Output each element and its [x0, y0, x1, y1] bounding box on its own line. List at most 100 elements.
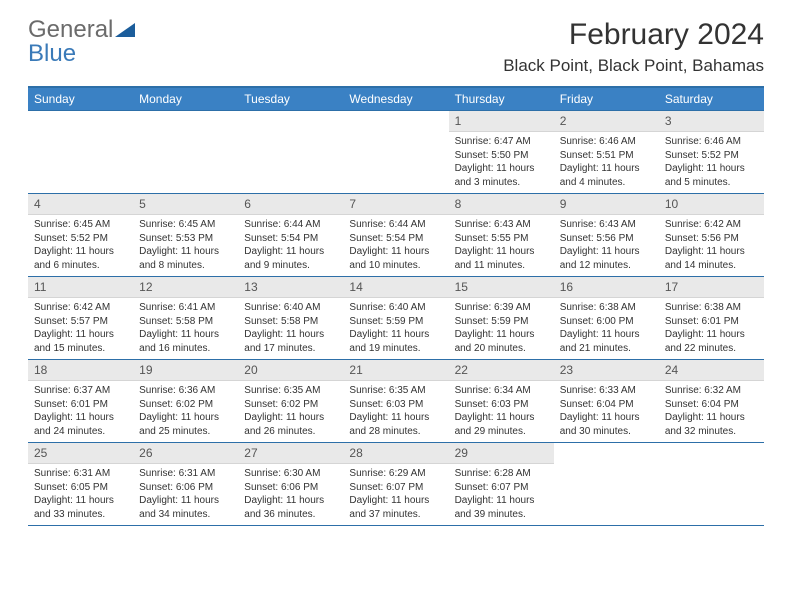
sunrise-line: Sunrise: 6:47 AM: [455, 135, 548, 149]
sunrise-line: Sunrise: 6:33 AM: [560, 384, 653, 398]
daylight-line: Daylight: 11 hours and 15 minutes.: [34, 328, 127, 355]
daylight-line: Daylight: 11 hours and 4 minutes.: [560, 162, 653, 189]
sunrise-line: Sunrise: 6:46 AM: [665, 135, 758, 149]
sunrise-line: Sunrise: 6:31 AM: [139, 467, 232, 481]
sunset-line: Sunset: 6:04 PM: [665, 398, 758, 412]
day-details: Sunrise: 6:29 AMSunset: 6:07 PMDaylight:…: [343, 464, 448, 524]
daylight-line: Daylight: 11 hours and 19 minutes.: [349, 328, 442, 355]
sunset-line: Sunset: 6:02 PM: [139, 398, 232, 412]
day-details: Sunrise: 6:43 AMSunset: 5:56 PMDaylight:…: [554, 215, 659, 275]
day-details: Sunrise: 6:45 AMSunset: 5:53 PMDaylight:…: [133, 215, 238, 275]
sunset-line: Sunset: 5:52 PM: [34, 232, 127, 246]
day-number: 11: [28, 277, 133, 298]
day-cell: 19Sunrise: 6:36 AMSunset: 6:02 PMDayligh…: [133, 360, 238, 442]
day-number: 26: [133, 443, 238, 464]
daylight-line: Daylight: 11 hours and 33 minutes.: [34, 494, 127, 521]
day-cell: 4Sunrise: 6:45 AMSunset: 5:52 PMDaylight…: [28, 194, 133, 276]
daylight-line: Daylight: 11 hours and 20 minutes.: [455, 328, 548, 355]
day-cell: ..: [133, 111, 238, 193]
day-cell: ..: [343, 111, 448, 193]
day-number: 28: [343, 443, 448, 464]
sunrise-line: Sunrise: 6:43 AM: [560, 218, 653, 232]
day-details: Sunrise: 6:44 AMSunset: 5:54 PMDaylight:…: [238, 215, 343, 275]
weekday-header-row: SundayMondayTuesdayWednesdayThursdayFrid…: [28, 88, 764, 110]
day-details: Sunrise: 6:31 AMSunset: 6:05 PMDaylight:…: [28, 464, 133, 524]
day-number: 19: [133, 360, 238, 381]
sunrise-line: Sunrise: 6:29 AM: [349, 467, 442, 481]
day-number: 20: [238, 360, 343, 381]
day-details: Sunrise: 6:46 AMSunset: 5:51 PMDaylight:…: [554, 132, 659, 192]
sunrise-line: Sunrise: 6:32 AM: [665, 384, 758, 398]
sunrise-line: Sunrise: 6:42 AM: [34, 301, 127, 315]
sunset-line: Sunset: 5:52 PM: [665, 149, 758, 163]
weekday-header: Saturday: [659, 88, 764, 110]
logo-text: General Blue: [28, 18, 135, 66]
day-number: 12: [133, 277, 238, 298]
day-number: 27: [238, 443, 343, 464]
logo: General Blue: [28, 18, 135, 66]
daylight-line: Daylight: 11 hours and 25 minutes.: [139, 411, 232, 438]
day-cell: 23Sunrise: 6:33 AMSunset: 6:04 PMDayligh…: [554, 360, 659, 442]
sunrise-line: Sunrise: 6:41 AM: [139, 301, 232, 315]
daylight-line: Daylight: 11 hours and 10 minutes.: [349, 245, 442, 272]
day-number: 21: [343, 360, 448, 381]
logo-text-blue: Blue: [28, 40, 76, 67]
day-details: Sunrise: 6:35 AMSunset: 6:02 PMDaylight:…: [238, 381, 343, 441]
weekday-header: Friday: [554, 88, 659, 110]
sunset-line: Sunset: 6:01 PM: [34, 398, 127, 412]
day-details: Sunrise: 6:40 AMSunset: 5:58 PMDaylight:…: [238, 298, 343, 358]
day-cell: 1Sunrise: 6:47 AMSunset: 5:50 PMDaylight…: [449, 111, 554, 193]
sunset-line: Sunset: 5:59 PM: [349, 315, 442, 329]
day-number: 13: [238, 277, 343, 298]
day-details: Sunrise: 6:37 AMSunset: 6:01 PMDaylight:…: [28, 381, 133, 441]
sunset-line: Sunset: 6:07 PM: [455, 481, 548, 495]
day-details: Sunrise: 6:47 AMSunset: 5:50 PMDaylight:…: [449, 132, 554, 192]
sunset-line: Sunset: 6:02 PM: [244, 398, 337, 412]
sunset-line: Sunset: 5:53 PM: [139, 232, 232, 246]
day-details: Sunrise: 6:40 AMSunset: 5:59 PMDaylight:…: [343, 298, 448, 358]
day-number: 23: [554, 360, 659, 381]
sunset-line: Sunset: 6:01 PM: [665, 315, 758, 329]
day-number: 22: [449, 360, 554, 381]
day-details: Sunrise: 6:41 AMSunset: 5:58 PMDaylight:…: [133, 298, 238, 358]
sunrise-line: Sunrise: 6:38 AM: [560, 301, 653, 315]
sunset-line: Sunset: 6:06 PM: [139, 481, 232, 495]
daylight-line: Daylight: 11 hours and 22 minutes.: [665, 328, 758, 355]
day-details: Sunrise: 6:46 AMSunset: 5:52 PMDaylight:…: [659, 132, 764, 192]
weekday-header: Thursday: [449, 88, 554, 110]
sunrise-line: Sunrise: 6:35 AM: [244, 384, 337, 398]
title-block: February 2024 Black Point, Black Point, …: [503, 18, 764, 76]
day-cell: 26 Sunrise: 6:31 AMSunset: 6:06 PMDayligh…: [133, 443, 238, 525]
day-cell: 27Sunrise: 6:30 AMSunset: 6:06 PMDayligh…: [238, 443, 343, 525]
day-cell: 16Sunrise: 6:38 AMSunset: 6:00 PMDayligh…: [554, 277, 659, 359]
day-details: Sunrise: 6:45 AMSunset: 5:52 PMDaylight:…: [28, 215, 133, 275]
location: Black Point, Black Point, Bahamas: [503, 56, 764, 76]
day-cell: 29Sunrise: 6:28 AMSunset: 6:07 PMDayligh…: [449, 443, 554, 525]
day-number: 3: [659, 111, 764, 132]
sunrise-line: Sunrise: 6:43 AM: [455, 218, 548, 232]
sunrise-line: Sunrise: 6:42 AM: [665, 218, 758, 232]
day-details: Sunrise: 6:28 AMSunset: 6:07 PMDaylight:…: [449, 464, 554, 524]
day-cell: 2Sunrise: 6:46 AMSunset: 5:51 PMDaylight…: [554, 111, 659, 193]
month-title: February 2024: [503, 18, 764, 52]
day-details: Sunrise: 6:44 AMSunset: 5:54 PMDaylight:…: [343, 215, 448, 275]
day-cell: 9Sunrise: 6:43 AMSunset: 5:56 PMDaylight…: [554, 194, 659, 276]
day-details: Sunrise: 6:38 AMSunset: 6:01 PMDaylight:…: [659, 298, 764, 358]
day-number: 5: [133, 194, 238, 215]
day-details: Sunrise: 6:39 AMSunset: 5:59 PMDaylight:…: [449, 298, 554, 358]
sunrise-line: Sunrise: 6:46 AM: [560, 135, 653, 149]
weekday-header: Tuesday: [238, 88, 343, 110]
day-cell: 18Sunrise: 6:37 AMSunset: 6:01 PMDayligh…: [28, 360, 133, 442]
daylight-line: Daylight: 11 hours and 17 minutes.: [244, 328, 337, 355]
day-number: 24: [659, 360, 764, 381]
day-cell: 3Sunrise: 6:46 AMSunset: 5:52 PMDaylight…: [659, 111, 764, 193]
daylight-line: Daylight: 11 hours and 28 minutes.: [349, 411, 442, 438]
day-number: 4: [28, 194, 133, 215]
day-cell: 21Sunrise: 6:35 AMSunset: 6:03 PMDayligh…: [343, 360, 448, 442]
day-number: 16: [554, 277, 659, 298]
daylight-line: Daylight: 11 hours and 34 minutes.: [139, 494, 232, 521]
sunset-line: Sunset: 5:50 PM: [455, 149, 548, 163]
sunset-line: Sunset: 5:56 PM: [560, 232, 653, 246]
day-number: 1: [449, 111, 554, 132]
daylight-line: Daylight: 11 hours and 30 minutes.: [560, 411, 653, 438]
